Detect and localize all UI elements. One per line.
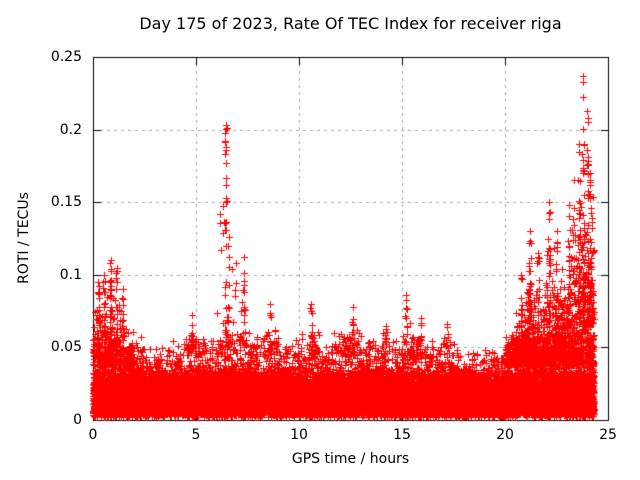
x-tick-label-25: 25 [599,427,617,443]
chart-title: Day 175 of 2023, Rate Of TEC Index for r… [139,14,562,33]
y-tick-label-0.2: 0.2 [59,122,82,138]
x-tick-label-0: 0 [88,427,98,443]
x-tick-label-10: 10 [290,427,308,443]
x-tick-label-20: 20 [496,427,514,443]
y-tick-label-0.15: 0.15 [50,194,82,210]
y-tick-label-0.25: 0.25 [50,49,82,65]
x-tick-label-15: 15 [393,427,411,443]
x-axis-label: GPS time / hours [291,451,410,467]
y-tick-label-0.1: 0.1 [59,267,82,283]
y-tick-label-0.05: 0.05 [50,339,82,355]
y-tick-label-0: 0 [73,412,82,428]
x-tick-label-5: 5 [191,427,201,443]
